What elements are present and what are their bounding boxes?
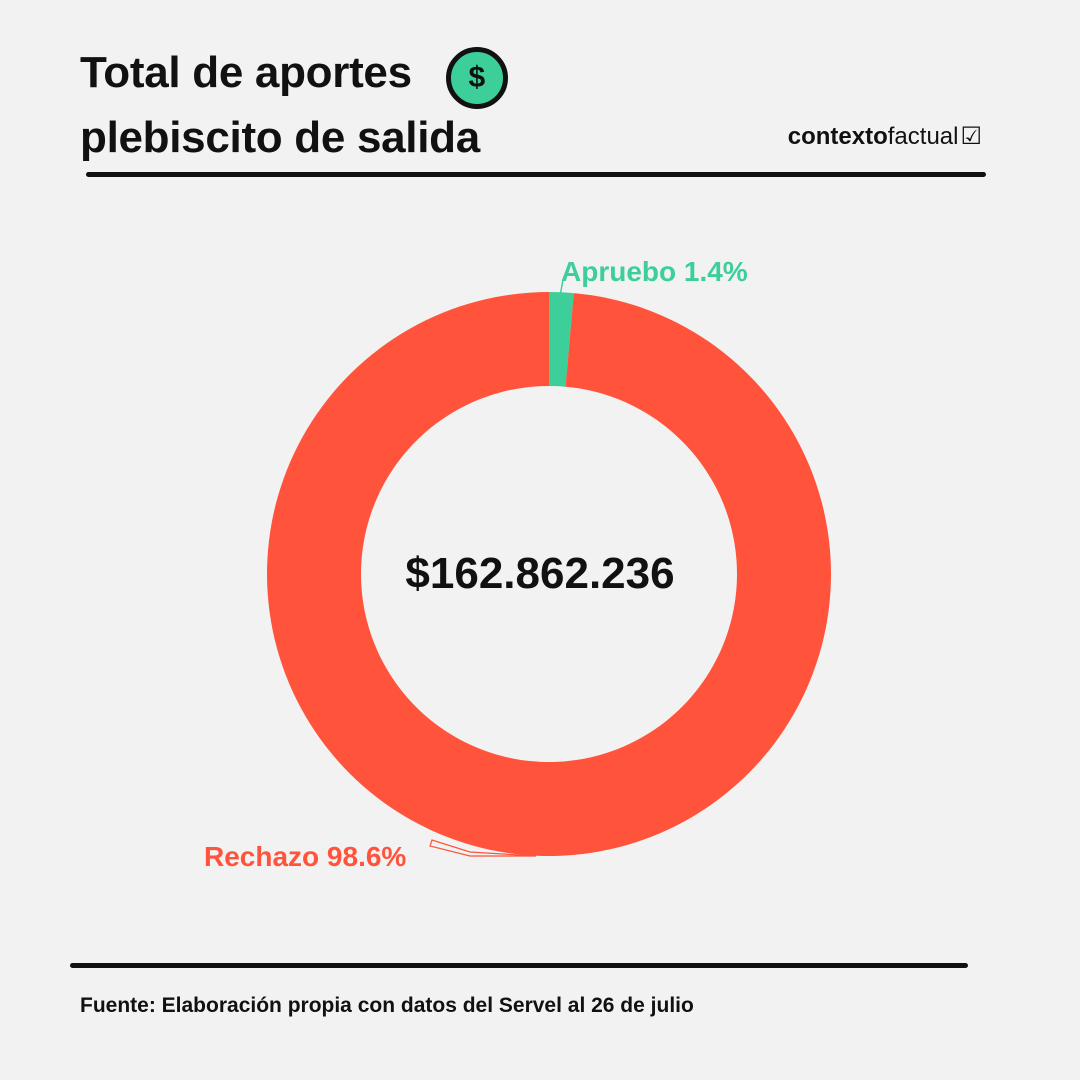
slice-label-rechazo: Rechazo 98.6% (204, 841, 406, 872)
leader-line-rechazo (429, 839, 537, 857)
title-line-1: Total de aportes (80, 48, 412, 97)
page-title: Total de aportes $ plebiscito de salida (80, 44, 508, 167)
donut-slice-1 (266, 292, 831, 856)
chart-center-total: $162.862.236 (405, 549, 674, 598)
title-line-2: plebiscito de salida (80, 113, 480, 162)
bottom-divider (70, 963, 968, 968)
source-note: Fuente: Elaboración propia con datos del… (80, 994, 694, 1017)
brand-part-2: factual (887, 122, 959, 150)
brand-part-1: contexto (787, 122, 888, 150)
donut-slice-0 (549, 292, 574, 387)
checkbox-icon: ☑ (960, 123, 982, 150)
top-divider (86, 172, 986, 177)
slice-label-apruebo: Apruebo 1.4% (561, 256, 748, 287)
dollar-icon: $ (445, 47, 508, 109)
leader-line-apruebo (559, 279, 564, 297)
brand-logo: contexto factual ☑ (788, 122, 982, 151)
